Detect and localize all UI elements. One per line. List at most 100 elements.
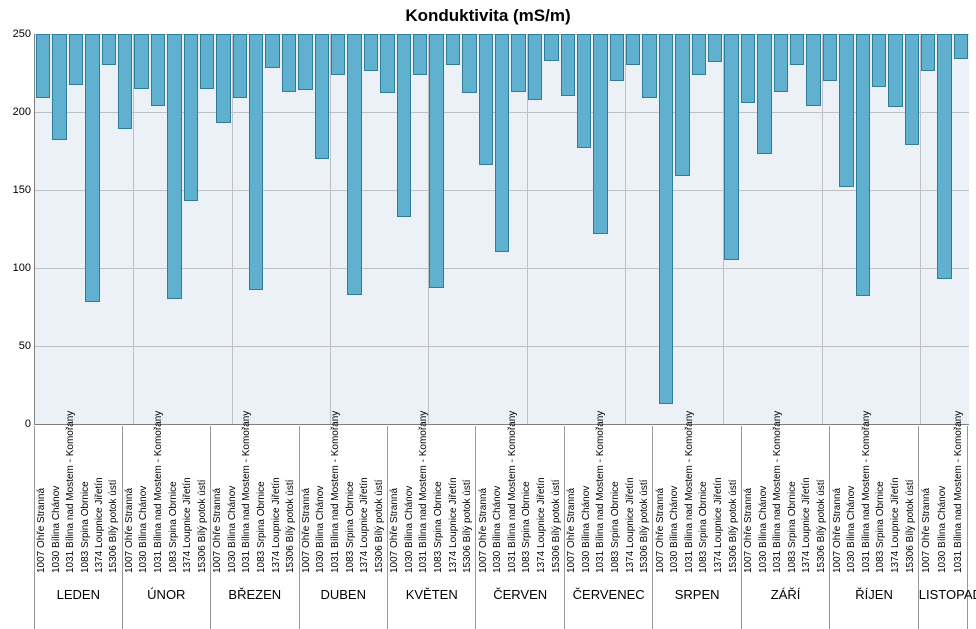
bar-label-slot: 1007 Ohře Stranná xyxy=(653,426,668,581)
bar-label-slot: 1083 Srpina Obrnice xyxy=(343,426,358,581)
bar xyxy=(921,34,935,71)
bar xyxy=(839,34,853,187)
x-group: 1007 Ohře Stranná1030 Bílina Chánov1031 … xyxy=(830,426,918,629)
bar-label: 1007 Ohře Stranná xyxy=(390,488,400,573)
bar xyxy=(626,34,640,65)
bar-labels: 1007 Ohře Stranná1030 Bílina Chánov1031 … xyxy=(565,426,652,581)
bar-label: 1007 Ohře Stranná xyxy=(479,488,489,573)
bar xyxy=(528,34,542,100)
bar-label-slot: 15306 Bílý potok ústí xyxy=(815,426,830,581)
bar-label-slot: 1007 Ohře Stranná xyxy=(830,426,845,581)
bar-label: 1031 Bílina nad Mostem - Komořany xyxy=(773,411,783,573)
y-tick-label: 100 xyxy=(13,262,35,274)
x-group: 1007 Ohře Stranná1030 Bílina Chánov1031 … xyxy=(300,426,388,629)
chart-title: Konduktivita (mS/m) xyxy=(0,0,976,30)
x-group: 1007 Ohře Stranná1030 Bílina Chánov1031 … xyxy=(919,426,968,629)
bar xyxy=(167,34,181,299)
bars xyxy=(35,34,969,424)
bar-label: 1083 Srpina Obrnice xyxy=(257,481,267,573)
bar-label: 1083 Srpina Obrnice xyxy=(611,481,621,573)
month-divider xyxy=(920,34,921,424)
month-label: LISTOPAD xyxy=(919,581,967,602)
y-tick-label: 50 xyxy=(19,340,35,352)
bar xyxy=(905,34,919,145)
x-group: 1007 Ohře Stranná1030 Bílina Chánov1031 … xyxy=(388,426,476,629)
bar-label-slot: 1007 Ohře Stranná xyxy=(742,426,757,581)
bar xyxy=(216,34,230,123)
bar-label: 15306 Bílý potok ústí xyxy=(198,480,208,573)
bar-label: 1374 Loupnice Jiřetín xyxy=(891,477,901,573)
bar-label: 1031 Bílina nad Mostem - Komořany xyxy=(954,411,964,573)
bar-label-slot: 15306 Bílý potok ústí xyxy=(195,426,210,581)
bar-label-slot: 1030 Bílina Chánov xyxy=(580,426,595,581)
bar xyxy=(741,34,755,103)
bar-label: 1030 Bílina Chánov xyxy=(52,486,62,573)
bar xyxy=(495,34,509,252)
bar-label: 1031 Bílina nad Mostem - Komořany xyxy=(862,411,872,573)
bar-label-slot: 1007 Ohře Stranná xyxy=(300,426,315,581)
bar-labels: 1007 Ohře Stranná1030 Bílina Chánov1031 … xyxy=(123,426,210,581)
bar xyxy=(200,34,214,89)
bar xyxy=(282,34,296,92)
month-label: ŘÍJEN xyxy=(830,581,917,602)
bar xyxy=(413,34,427,75)
bar-label: 1083 Srpina Obrnice xyxy=(788,481,798,573)
bar xyxy=(298,34,312,90)
bar xyxy=(610,34,624,81)
bar-label: 1031 Bílina nad Mostem - Komořany xyxy=(242,411,252,573)
bar xyxy=(856,34,870,296)
month-divider xyxy=(428,34,429,424)
bar-label-slot: 1031 Bílina nad Mostem - Komořany xyxy=(859,426,874,581)
bar-label: 1374 Loupnice Jiřetín xyxy=(802,477,812,573)
plot-area: 050100150200250 xyxy=(34,34,969,425)
bar-label-slot: 1031 Bílina nad Mostem - Komořany xyxy=(506,426,521,581)
bar xyxy=(790,34,804,65)
bar-label: 1374 Loupnice Jiřetín xyxy=(449,477,459,573)
bar-label-slot: 1374 Loupnice Jiřetín xyxy=(889,426,904,581)
bar-label-slot: 1031 Bílina nad Mostem - Komořany xyxy=(594,426,609,581)
month-divider xyxy=(723,34,724,424)
bar-label-slot: 1030 Bílina Chánov xyxy=(49,426,63,581)
bar-label-slot: 1031 Bílina nad Mostem - Komořany xyxy=(771,426,786,581)
bar xyxy=(249,34,263,290)
month-label: BŘEZEN xyxy=(211,581,298,602)
bar-label-slot: 1031 Bílina nad Mostem - Komořany xyxy=(240,426,255,581)
bar-label-slot: 1374 Loupnice Jiřetín xyxy=(269,426,284,581)
bar xyxy=(36,34,50,98)
bar-label: 1031 Bílina nad Mostem - Komořany xyxy=(685,411,695,573)
bar-label-slot: 15306 Bílý potok ústí xyxy=(726,426,741,581)
bar-label: 1030 Bílina Chánov xyxy=(938,486,948,573)
month-label: ZÁŘÍ xyxy=(742,581,829,602)
bar-label-slot: 15306 Bílý potok ústí xyxy=(461,426,476,581)
bar xyxy=(134,34,148,89)
bar-label-slot: 1031 Bílina nad Mostem - Komořany xyxy=(329,426,344,581)
bar-label-slot: 1374 Loupnice Jiřetín xyxy=(93,426,107,581)
bar xyxy=(52,34,66,140)
bar-label-slot: 1083 Srpina Obrnice xyxy=(786,426,801,581)
bar-label: 1030 Bílina Chánov xyxy=(759,486,769,573)
bar-label-slot: 1031 Bílina nad Mostem - Komořany xyxy=(683,426,698,581)
bar-label-slot: 1030 Bílina Chánov xyxy=(756,426,771,581)
bar-label-slot: 1030 Bílina Chánov xyxy=(935,426,951,581)
bar-label: 1083 Srpina Obrnice xyxy=(876,481,886,573)
bar-label: 1007 Ohře Stranná xyxy=(744,488,754,573)
chart-container: Konduktivita (mS/m) 050100150200250 1007… xyxy=(0,0,976,629)
bar xyxy=(315,34,329,159)
y-tick-label: 250 xyxy=(13,28,35,40)
bar-label-slot: 1007 Ohře Stranná xyxy=(565,426,580,581)
bar-label-slot: 15306 Bílý potok ústí xyxy=(903,426,918,581)
bar-label: 1374 Loupnice Jiřetín xyxy=(626,477,636,573)
bar-label-slot: 1083 Srpina Obrnice xyxy=(874,426,889,581)
bar xyxy=(544,34,558,61)
bar-label: 1007 Ohře Stranná xyxy=(567,488,577,573)
month-label: LEDEN xyxy=(35,581,122,602)
bar-label: 1007 Ohře Stranná xyxy=(833,488,843,573)
month-divider xyxy=(822,34,823,424)
month-label: KVĚTEN xyxy=(388,581,475,602)
x-labels: 1007 Ohře Stranná1030 Bílina Chánov1031 … xyxy=(34,426,968,629)
bar-labels: 1007 Ohře Stranná 1030 Bílina Chánov1031 … xyxy=(742,426,829,581)
bar xyxy=(511,34,525,92)
bar xyxy=(774,34,788,92)
bar-label: 1031 Bílina nad Mostem - Komořany xyxy=(331,411,341,573)
bar-label: 1007 Ohře Stranná xyxy=(922,488,932,573)
